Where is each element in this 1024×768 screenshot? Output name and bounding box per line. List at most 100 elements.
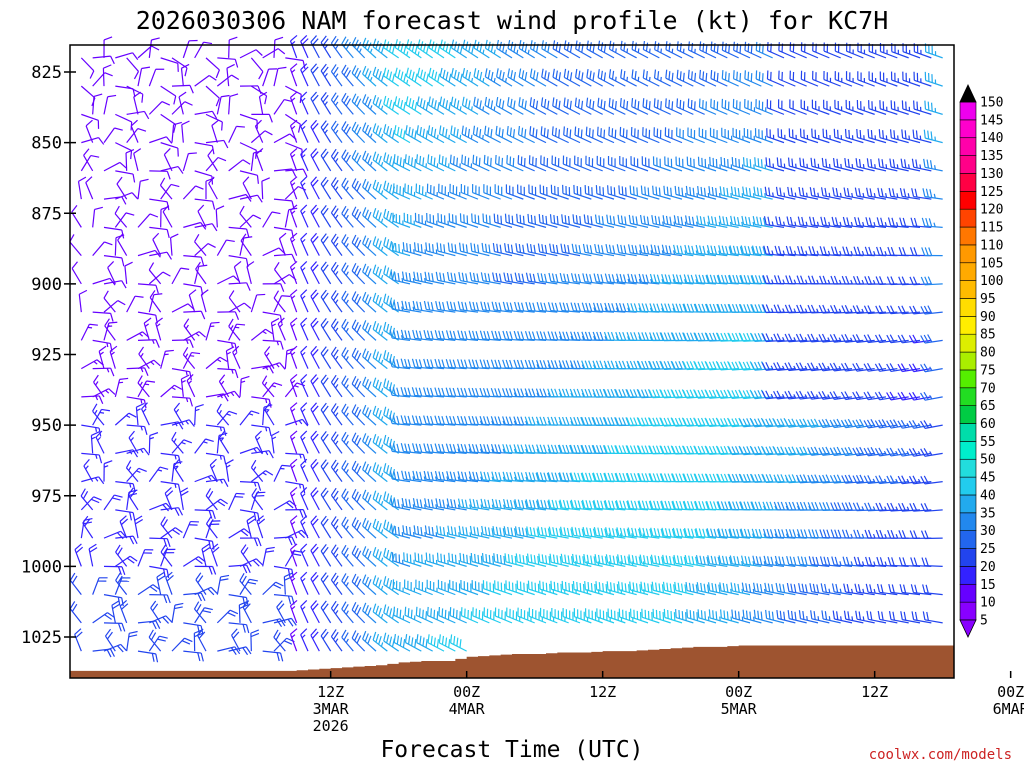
wind-barb-feather <box>121 597 124 607</box>
wind-barb-feather <box>197 625 200 634</box>
wind-barb-feather <box>472 154 475 164</box>
wind-barb-feather <box>290 486 298 494</box>
wind-barb-feather <box>496 554 499 563</box>
wind-barb-feather <box>410 609 413 619</box>
wind-barb <box>216 94 230 115</box>
wind-barb-half-feather <box>291 493 296 497</box>
wind-barb-feather <box>534 215 537 225</box>
wind-barb-half-feather <box>265 426 268 432</box>
wind-barb-feather <box>132 52 139 60</box>
wind-barb-half-feather <box>171 386 176 391</box>
wind-barb-feather <box>71 204 78 213</box>
wind-barb-half-feather <box>240 380 246 383</box>
wind-barb <box>171 396 193 407</box>
wind-barb-feather <box>114 494 123 498</box>
wind-barb-staff <box>133 153 139 172</box>
wind-barb-half-feather <box>130 437 134 442</box>
wind-barb-feather <box>149 213 159 218</box>
wind-barb-half-feather <box>226 351 231 355</box>
wind-barb-staff <box>169 237 173 256</box>
wind-barb-feather <box>245 624 250 634</box>
wind-barb-feather <box>143 317 152 324</box>
wind-barb-feather <box>108 321 118 324</box>
wind-barb-staff <box>262 211 273 228</box>
wind-barb-staff <box>194 75 210 87</box>
wind-barb-feather <box>203 41 213 45</box>
wind-barb <box>228 159 251 172</box>
wind-barb-feather <box>137 375 143 384</box>
wind-barb-feather <box>211 145 215 155</box>
wind-barb-half-feather <box>493 106 496 111</box>
wind-barb-feather <box>229 609 239 615</box>
wind-barb-half-feather <box>91 436 96 440</box>
wind-barb <box>194 234 207 257</box>
wind-barb <box>181 120 190 143</box>
wind-barb-feather <box>71 575 78 584</box>
wind-barb-staff <box>205 85 220 99</box>
wind-barb <box>228 622 250 634</box>
wind-barb-staff <box>69 241 82 257</box>
wind-barb <box>119 515 129 539</box>
wind-barb-feather <box>106 631 113 640</box>
wind-barb-feather <box>444 609 447 619</box>
wind-barb-feather <box>564 215 567 224</box>
wind-barb-staff <box>255 153 264 172</box>
wind-barb-half-feather <box>458 532 460 537</box>
wind-barb-half-feather <box>291 549 296 554</box>
wind-barb-staff <box>194 266 200 285</box>
wind-barb <box>80 488 94 511</box>
wind-barb <box>262 362 286 370</box>
wind-barb-feather <box>131 192 139 200</box>
wind-barb-half-feather <box>157 469 163 472</box>
wind-barb-half-feather <box>294 385 299 388</box>
wind-barb <box>285 481 306 494</box>
wind-barb-feather <box>197 575 204 583</box>
wind-barb-feather <box>504 213 507 223</box>
wind-barb-staff <box>160 165 179 172</box>
wind-barb <box>217 646 241 656</box>
wind-barb-feather <box>182 346 189 355</box>
wind-barb <box>195 572 207 595</box>
wind-barb-feather <box>195 261 201 270</box>
wind-barb-feather <box>257 482 262 491</box>
wind-barb-staff <box>242 182 252 200</box>
wind-barb-half-feather <box>181 441 186 445</box>
wind-barb-half-feather <box>459 106 462 111</box>
wind-barb-half-feather <box>262 330 267 335</box>
wind-barb <box>250 459 264 482</box>
wind-barb-feather <box>614 100 617 110</box>
wind-barb-feather <box>257 194 263 203</box>
wind-barb-staff <box>137 68 143 87</box>
wind-barb <box>194 198 216 210</box>
wind-barb <box>289 147 298 172</box>
wind-barb-feather <box>582 583 585 593</box>
wind-barb-half-feather <box>470 134 473 140</box>
wind-barb-staff <box>83 155 94 172</box>
wind-barb-feather <box>245 646 252 655</box>
wind-barb-feather <box>456 157 459 167</box>
wind-barb-feather <box>157 575 166 581</box>
wind-barb-feather <box>212 566 217 575</box>
wind-barb <box>160 548 176 567</box>
wind-barb-feather <box>197 652 201 662</box>
wind-barb <box>85 176 94 200</box>
wind-barb <box>80 154 100 172</box>
wind-barb-half-feather <box>291 634 296 638</box>
wind-barb-feather <box>173 459 180 467</box>
wind-barb <box>115 52 139 60</box>
wind-barb-feather <box>177 484 181 493</box>
wind-barb-feather <box>143 447 150 456</box>
wind-barb <box>143 317 152 341</box>
wind-barb-feather <box>290 260 298 268</box>
wind-barb-feather <box>272 584 282 589</box>
wind-barb-half-feather <box>264 381 268 387</box>
wind-barb-staff <box>71 268 82 285</box>
wind-barb <box>218 374 230 398</box>
wind-barb-feather <box>208 540 212 550</box>
wind-barb-staff <box>228 193 247 200</box>
wind-barb-feather <box>71 603 78 612</box>
wind-barb <box>239 410 260 426</box>
wind-barb <box>285 418 309 427</box>
wind-barb-half-feather <box>140 367 144 373</box>
wind-barb-staff <box>254 125 264 143</box>
